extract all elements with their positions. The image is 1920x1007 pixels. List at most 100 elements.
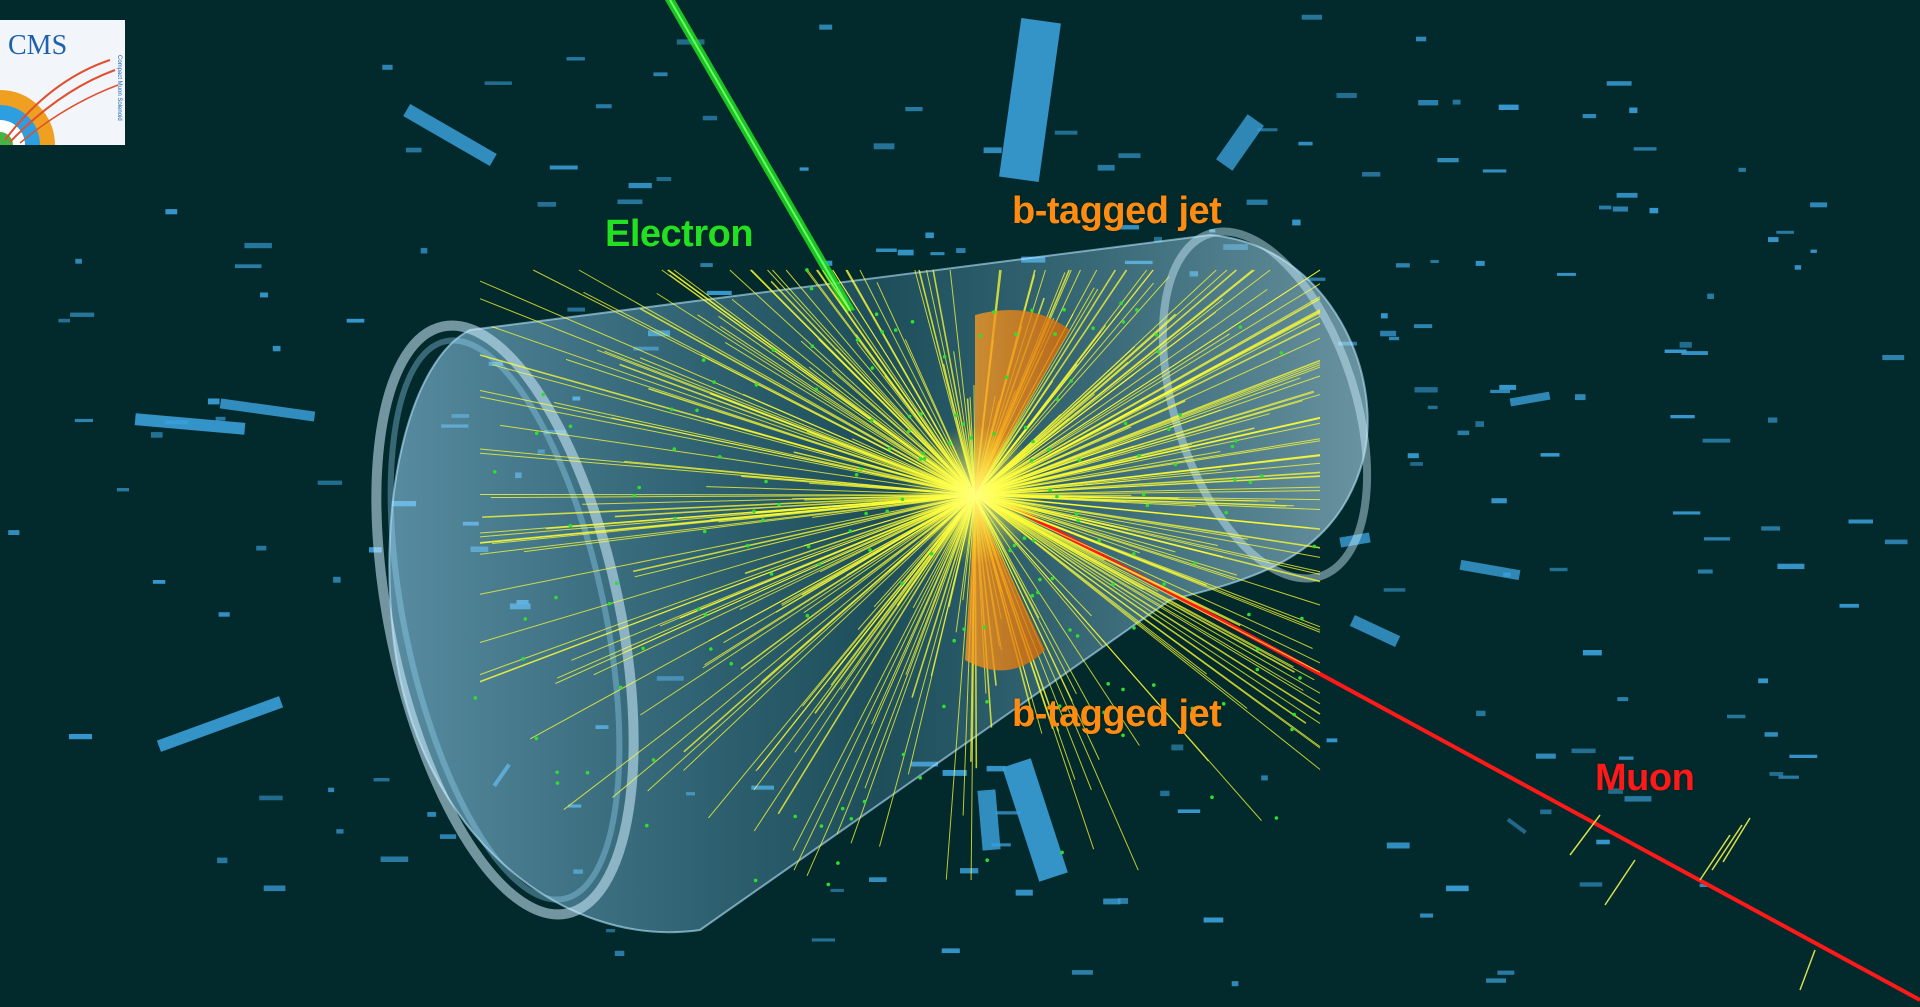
hit-dot (712, 380, 716, 384)
hit-dot (1074, 512, 1079, 516)
hit-dot (534, 736, 539, 741)
calo-tower (1582, 114, 1597, 119)
hit-dot (673, 516, 677, 521)
hit-dot (826, 882, 831, 887)
hit-dot (992, 310, 996, 314)
calo-tower (1413, 324, 1433, 329)
calo-tower (1171, 744, 1184, 751)
hit-dot (696, 607, 701, 611)
hit-dot (918, 776, 922, 780)
hit-dot (1029, 459, 1034, 463)
calo-tower (1679, 341, 1692, 348)
hit-dot (618, 685, 623, 690)
cms-logo: CMS Compact Muon Solenoid (0, 20, 125, 145)
hit-dot (752, 509, 756, 514)
calo-tower (1670, 415, 1695, 419)
calo-tower (1727, 714, 1746, 719)
calo-tower (215, 416, 226, 421)
hit-dot (1022, 536, 1027, 540)
calo-tower (260, 292, 269, 298)
hit-dot (568, 424, 573, 429)
calo-tower (1582, 650, 1602, 656)
calo-tower (1261, 775, 1268, 781)
calo-tower (134, 413, 246, 435)
calo-tower (1848, 519, 1873, 524)
calo-tower (207, 398, 220, 405)
hit-dot (869, 418, 874, 423)
calo-tower (1575, 394, 1586, 401)
calo-tower (263, 885, 286, 892)
track-line (524, 494, 976, 553)
hit-dot (793, 814, 797, 819)
hit-dot (942, 354, 947, 359)
calo-tower (259, 795, 283, 801)
hit-dot (1173, 462, 1178, 467)
calo-tower (1764, 732, 1778, 737)
calo-tower (700, 263, 713, 267)
hit-dot (1121, 733, 1125, 738)
calo-tower (403, 103, 497, 167)
hit-dot (1091, 326, 1095, 331)
hit-dot (1050, 576, 1055, 581)
hit-dot (1055, 494, 1059, 499)
calo-tower (1427, 405, 1438, 410)
calo-tower (1383, 588, 1406, 592)
hit-dot (637, 485, 641, 490)
calo-tower (930, 252, 945, 256)
hit-dot (614, 581, 619, 585)
hit-dot (769, 572, 774, 576)
calo-tower (706, 290, 732, 295)
calo-tower (1707, 293, 1714, 299)
hit-dot (1111, 582, 1115, 587)
calo-tower (1416, 36, 1427, 42)
hit-dot (703, 613, 708, 617)
calo-tower (941, 948, 960, 954)
hit-dot (836, 861, 840, 865)
calo-tower (1506, 817, 1527, 835)
calo-tower (1446, 885, 1469, 892)
hit-dot (1005, 375, 1009, 380)
hit-dot (1178, 413, 1182, 417)
calo-tower (1556, 272, 1576, 276)
hit-dot (1038, 577, 1042, 582)
hit-dot (1234, 439, 1238, 443)
calo-tower (156, 696, 284, 752)
hit-dot (1260, 474, 1264, 478)
hit-dot (900, 581, 904, 586)
calo-tower (925, 232, 934, 239)
calo-tower (1649, 207, 1659, 214)
calo-tower (1535, 753, 1556, 759)
track-line (479, 452, 976, 496)
calo-tower (1497, 970, 1515, 975)
hit-dot (1279, 351, 1284, 355)
hit-dot (534, 431, 539, 436)
calo-tower (1778, 775, 1799, 779)
calo-tower (1257, 128, 1278, 132)
hit-dot (473, 696, 478, 700)
calo-tower (74, 418, 93, 423)
hit-dot (880, 330, 884, 334)
hit-dot (868, 548, 872, 552)
calo-tower (1362, 172, 1381, 177)
calo-tower (595, 104, 612, 109)
calo-tower (70, 312, 95, 317)
calo-tower (1617, 697, 1629, 702)
hit-dot (1030, 593, 1035, 598)
calo-tower (1486, 978, 1506, 983)
hit-dot (1075, 634, 1080, 638)
calo-tower (1117, 898, 1128, 904)
tracker-hits (473, 268, 1317, 887)
hit-dot (1106, 682, 1110, 686)
hit-dot (922, 457, 927, 461)
calo-tower (1633, 147, 1657, 151)
calo-tower (317, 480, 343, 485)
electron-track (665, 0, 855, 312)
calo-tower (1246, 199, 1268, 205)
calo-tower (702, 115, 718, 121)
hit-dot (672, 447, 677, 451)
calo-tower (219, 398, 316, 422)
calo-tower (567, 307, 585, 312)
hit-dot (1135, 308, 1139, 312)
hit-dot (729, 661, 733, 666)
cms-logo-subtitle: Compact Muon Solenoid (116, 55, 122, 121)
